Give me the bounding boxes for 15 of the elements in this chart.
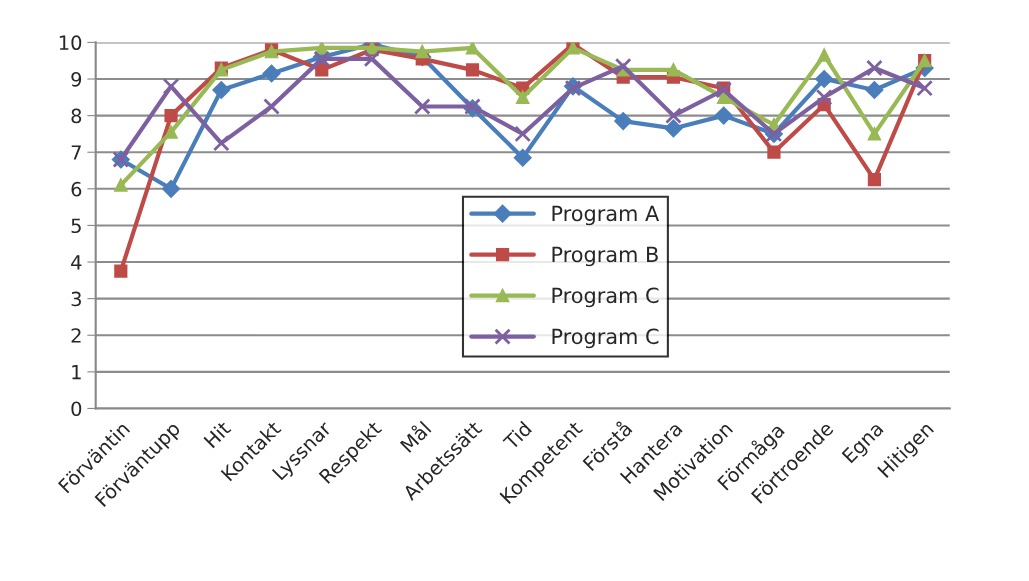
y-tick-label: 7 [71, 145, 81, 160]
y-tick-label: 10 [59, 35, 82, 51]
y-tick-label: 3 [71, 291, 81, 307]
legend-label: Program C [552, 328, 659, 349]
y-tick-label: 5 [71, 218, 81, 234]
legend-label: Program A [552, 205, 660, 226]
legend-label: Program B [552, 246, 658, 267]
y-tick-label: 0 [71, 401, 82, 417]
y-tick-label: 1 [72, 365, 81, 380]
y-tick-label: 6 [71, 181, 82, 197]
y-tick-label: 4 [71, 255, 82, 270]
y-tick-label: 8 [71, 108, 82, 124]
y-tick-label: 9 [71, 71, 82, 87]
legend-label: Program C [552, 287, 659, 308]
y-tick-label: 2 [71, 328, 81, 343]
